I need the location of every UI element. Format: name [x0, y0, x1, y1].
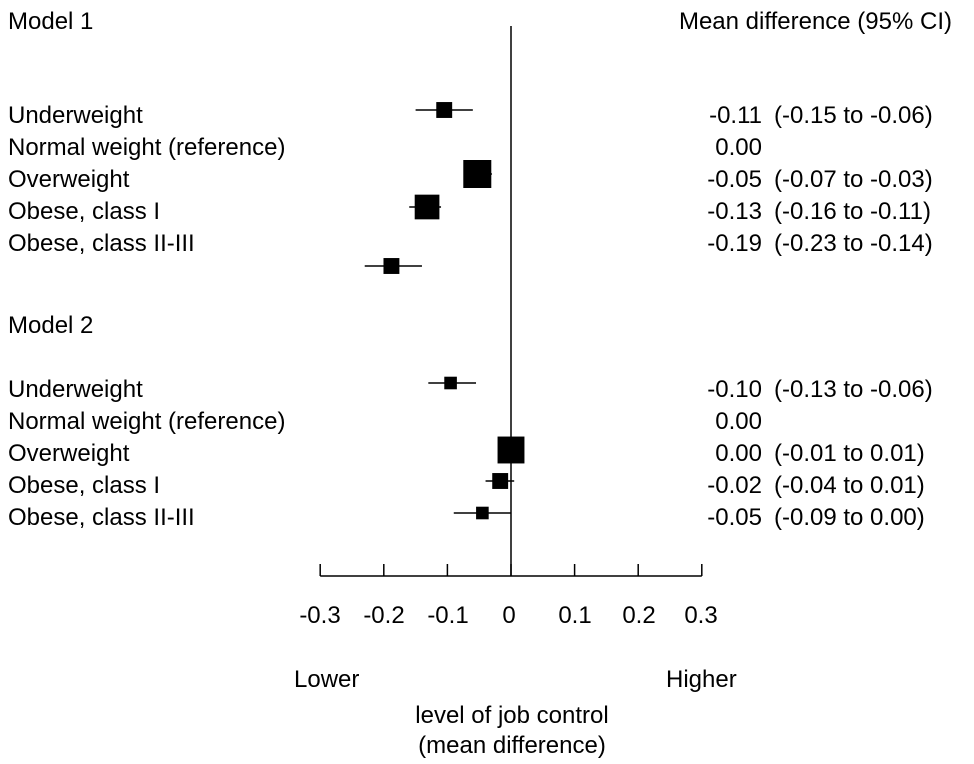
- x-tick-label: -0.3: [299, 602, 341, 629]
- higher-direction-label: Higher: [666, 666, 737, 693]
- estimate-value: -0.11: [709, 102, 762, 129]
- estimate-value: -0.13: [707, 198, 762, 225]
- estimate-value: 0.00: [715, 408, 762, 435]
- estimate-value: -0.05: [707, 504, 762, 531]
- point-estimate-marker: [383, 258, 400, 274]
- estimate-value: 0.00: [715, 440, 762, 467]
- model2-title: Model 2: [8, 312, 94, 339]
- ci-value: (-0.13 to -0.06): [774, 376, 933, 403]
- ci-value: (-0.09 to 0.00): [774, 504, 925, 531]
- row-label: Overweight: [8, 440, 130, 467]
- point-estimate-marker: [492, 473, 509, 489]
- estimate-value: -0.19: [707, 230, 762, 257]
- point-estimate-marker: [444, 376, 457, 390]
- point-estimate-marker: [476, 506, 489, 520]
- row-label: Obese, class II-III: [8, 504, 195, 531]
- point-estimate-marker: [414, 194, 440, 220]
- row-label: Obese, class II-III: [8, 230, 195, 257]
- ci-value: (-0.16 to -0.11): [774, 198, 931, 225]
- point-estimate-marker: [436, 102, 453, 118]
- lower-direction-label: Lower: [294, 666, 360, 693]
- x-tick-label: -0.2: [363, 602, 405, 629]
- x-tick-label: -0.1: [427, 602, 469, 629]
- row-label: Obese, class I: [8, 198, 161, 225]
- row-label: Normal weight (reference): [8, 134, 286, 161]
- ci-value: (-0.04 to 0.01): [774, 472, 925, 499]
- ci-value: (-0.01 to 0.01): [774, 440, 925, 467]
- estimate-value: -0.02: [707, 472, 762, 499]
- row-label: Normal weight (reference): [8, 408, 286, 435]
- x-tick-label: 0: [502, 602, 516, 629]
- ci-value: (-0.15 to -0.06): [774, 102, 933, 129]
- ci-value: (-0.07 to -0.03): [774, 166, 933, 193]
- estimate-value: -0.05: [707, 166, 762, 193]
- model1-title: Model 1: [8, 8, 94, 35]
- estimate-value: 0.00: [715, 134, 762, 161]
- x-axis-title-line2: (mean difference): [418, 732, 606, 759]
- x-tick-label: 0.3: [684, 602, 718, 629]
- row-label: Obese, class I: [8, 472, 161, 499]
- ci-value: (-0.23 to -0.14): [774, 230, 933, 257]
- x-axis-title-line1: level of job control: [415, 702, 609, 729]
- x-tick-label: 0.2: [622, 602, 656, 629]
- estimate-value: -0.10: [707, 376, 762, 403]
- point-estimate-marker: [497, 436, 525, 464]
- row-label: Overweight: [8, 166, 130, 193]
- point-estimate-marker: [463, 160, 492, 188]
- row-label: Underweight: [8, 376, 143, 403]
- estimate-column-header: Mean difference (95% CI): [678, 8, 952, 35]
- x-tick-label: 0.1: [558, 602, 592, 629]
- row-label: Underweight: [8, 102, 143, 129]
